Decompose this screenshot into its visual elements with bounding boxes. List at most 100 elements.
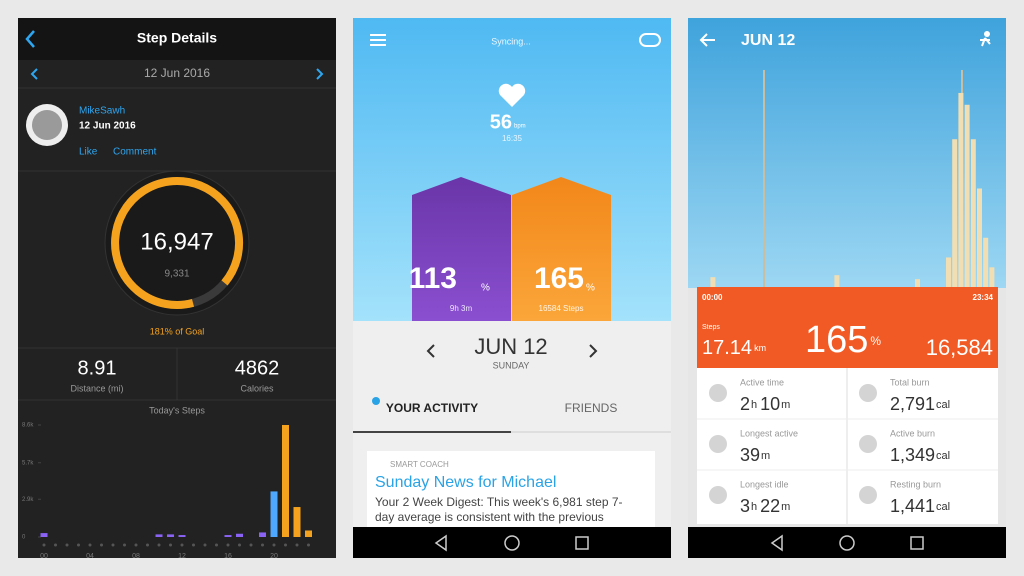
sleep-percent: 113	[409, 262, 457, 295]
card-body: Your 2 Week Digest: This week's 6,981 st…	[375, 495, 623, 509]
bar	[952, 139, 958, 287]
end-time: 23:34	[973, 293, 994, 302]
user-name[interactable]: MikeSawh	[79, 106, 125, 117]
y-tick-label: 0	[22, 535, 26, 541]
header-title: Step Details	[137, 30, 217, 46]
hour-dot	[42, 543, 46, 547]
garmin-screen: Step Details 12 Jun 2016 MikeSawh 12 Jun…	[18, 18, 336, 560]
stat-unit: h	[751, 501, 757, 513]
stat-value: 2,791cal	[890, 394, 950, 414]
stat-label: Longest active	[740, 428, 798, 438]
nav-home[interactable]	[504, 535, 520, 551]
x-tick-label: 16	[224, 553, 232, 560]
stat-number: 3	[740, 496, 750, 516]
move-detail: 16584 Steps	[539, 304, 584, 313]
sync-status: Syncing...	[491, 36, 531, 46]
distance-unit: km	[754, 343, 766, 353]
hour-dot	[146, 543, 149, 547]
bar	[915, 279, 920, 287]
y-tick-label: 2.9k	[22, 497, 34, 503]
nav-recent[interactable]	[910, 536, 924, 550]
bar	[167, 534, 174, 537]
hour-dot	[54, 543, 57, 547]
nav-recent[interactable]	[575, 536, 589, 550]
menu-button[interactable]	[370, 34, 386, 46]
stat-unit: m	[781, 501, 790, 513]
band-icon[interactable]	[639, 33, 661, 47]
nav-back[interactable]	[770, 534, 783, 552]
distance-value: 8.91	[78, 357, 117, 379]
percent: 165%	[805, 319, 881, 361]
stat-value: 1,349cal	[890, 445, 950, 465]
bar	[983, 237, 989, 287]
bar	[970, 139, 976, 287]
bar	[282, 425, 289, 537]
stat-number: 10	[760, 394, 780, 414]
bar	[155, 534, 163, 537]
stat-number: 39	[740, 445, 760, 465]
prev-day[interactable]	[30, 68, 38, 80]
move-unit: %	[586, 283, 595, 294]
goal-steps: 9,331	[164, 269, 189, 280]
nav-bar	[688, 527, 1006, 558]
next-day[interactable]	[589, 344, 598, 358]
hour-dot	[295, 543, 299, 547]
hour-dot	[123, 543, 126, 547]
stat-unit: cal	[936, 450, 950, 462]
hour-dot	[192, 543, 195, 547]
comment-link[interactable]: Comment	[113, 147, 157, 158]
hour-dot	[157, 543, 161, 547]
bar	[958, 92, 964, 287]
hour-dot	[65, 543, 69, 547]
header-bar	[18, 18, 336, 60]
stat-icon	[709, 384, 727, 402]
bar	[178, 535, 186, 537]
stat-unit: cal	[936, 399, 950, 411]
activity-icon[interactable]	[984, 31, 990, 37]
calories-label: Calories	[240, 383, 274, 393]
stat-label: Active time	[740, 377, 784, 387]
nav-back[interactable]	[434, 534, 447, 552]
hour-dot	[180, 543, 184, 547]
nav-bar	[353, 527, 671, 558]
sky	[688, 18, 1006, 288]
tab[interactable]: FRIENDS	[565, 401, 618, 415]
stat-number: 1,349	[890, 445, 935, 465]
date: JUN 12	[474, 334, 547, 359]
x-tick-label: 20	[270, 553, 278, 560]
hour-dot	[88, 543, 92, 547]
bar	[977, 188, 982, 287]
heart-time: 16:35	[502, 134, 523, 143]
coach-card[interactable]	[367, 451, 655, 531]
like-link[interactable]: Like	[79, 147, 98, 158]
tab[interactable]: YOUR ACTIVITY	[386, 401, 478, 415]
hour-dot	[77, 543, 80, 547]
distance-label: Distance (mi)	[70, 383, 123, 393]
goal-ring	[111, 177, 244, 309]
sleep-detail: 9h 3m	[450, 304, 473, 313]
back-button[interactable]	[25, 30, 35, 48]
step-count: 16,584	[926, 335, 993, 360]
summary-bar	[697, 287, 998, 368]
hour-dot	[111, 543, 115, 547]
x-tick-label: 04	[86, 553, 94, 560]
move-card[interactable]	[512, 177, 611, 321]
bar	[710, 277, 716, 287]
bar	[989, 267, 995, 287]
stat-unit: cal	[936, 501, 950, 513]
sleep-unit: %	[481, 283, 490, 294]
jawbone-screen: Syncing... 56 bpm 16:35 113 % 9h 3m 165 …	[353, 18, 671, 558]
bar	[40, 533, 48, 537]
distance: 17.14 km	[702, 337, 766, 359]
prev-day[interactable]	[426, 344, 435, 358]
back-button[interactable]	[699, 33, 715, 47]
hour-dot	[203, 543, 207, 547]
activity-icon	[980, 37, 991, 47]
hour-dot	[238, 543, 241, 547]
bar	[224, 535, 232, 537]
next-day[interactable]	[316, 68, 324, 80]
nav-home[interactable]	[839, 535, 855, 551]
sleep-card[interactable]	[412, 177, 511, 321]
